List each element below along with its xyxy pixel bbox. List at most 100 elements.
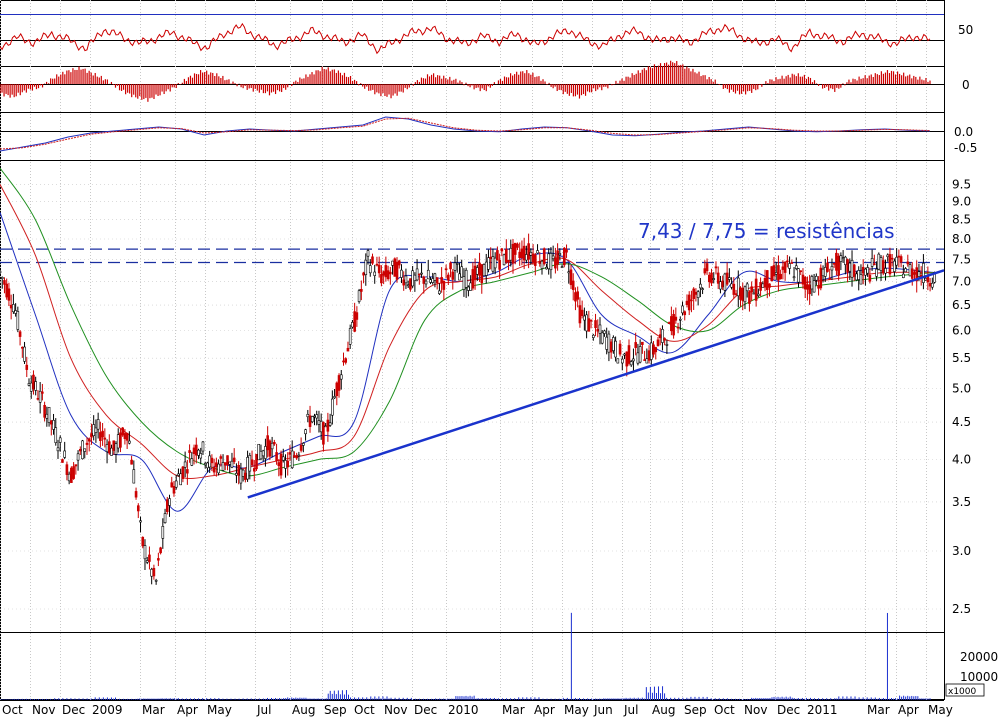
candle-body	[16, 311, 20, 330]
candle-body	[70, 467, 73, 483]
candle-body	[94, 427, 98, 433]
candle-body	[61, 459, 64, 463]
oscillator-panel	[0, 14, 944, 55]
candle-body	[821, 268, 825, 277]
candle-body	[212, 467, 216, 473]
candle-body	[34, 381, 37, 391]
candle-body	[482, 264, 486, 277]
candle-body	[540, 260, 544, 269]
candle-body	[270, 442, 274, 450]
candle-body	[484, 261, 488, 276]
candle-body	[888, 254, 892, 275]
candle-body	[348, 328, 352, 345]
y-tick-label: -0.5	[954, 141, 977, 155]
x-tick-label: Aug	[292, 703, 315, 717]
candle-body	[116, 434, 120, 449]
candle-body	[583, 315, 586, 321]
volume-unit-label: x1000	[948, 687, 977, 697]
x-tick-label: Nov	[744, 703, 767, 717]
candle-body	[235, 473, 238, 476]
candle-body	[705, 263, 709, 272]
y-tick-label: 9.5	[952, 177, 971, 191]
candle-body	[74, 464, 78, 467]
candle-body	[154, 579, 158, 582]
resistance-annotation: 7,43 / 7,75 = resistências	[638, 219, 895, 243]
candle-body	[18, 331, 22, 337]
candle-body	[360, 289, 363, 292]
candle-body	[498, 259, 501, 270]
candle-body	[458, 273, 461, 281]
candle-body	[228, 461, 232, 465]
candle-body	[355, 312, 359, 320]
candle-body	[683, 311, 687, 316]
candle-body	[663, 338, 666, 341]
candle-body	[879, 257, 883, 271]
candle-body	[462, 276, 466, 290]
candle-body	[50, 420, 53, 425]
x-tick-label: Apr	[534, 703, 555, 717]
candle-body	[230, 460, 234, 468]
candle-body	[297, 454, 301, 457]
ma-slow-line	[0, 167, 935, 477]
macd-signal-line	[0, 117, 931, 150]
candle-body	[627, 345, 631, 364]
candle-body	[607, 333, 611, 353]
y-tick-label: 10000	[960, 670, 998, 684]
candle-body	[699, 283, 702, 289]
candle-body	[469, 282, 472, 291]
x-tick-label: Dec	[62, 703, 85, 717]
y-tick-label: 0	[962, 78, 970, 92]
candle-body	[536, 250, 539, 254]
candle-body	[139, 520, 142, 523]
ma-fast-line	[0, 212, 935, 512]
candle-body	[342, 360, 345, 363]
candle-body	[413, 274, 417, 281]
candle-body	[170, 482, 174, 488]
candle-body	[357, 290, 361, 302]
candle-body	[36, 398, 40, 400]
candle-body	[324, 425, 327, 428]
candle-body	[598, 324, 602, 334]
candle-body	[304, 429, 307, 435]
candle-body	[319, 420, 323, 433]
candle-body	[141, 536, 145, 547]
candle-body	[841, 257, 845, 260]
candle-body	[422, 276, 426, 284]
candle-body	[67, 473, 71, 482]
candle-body	[107, 441, 111, 454]
candle-body	[931, 282, 934, 288]
candle-body	[397, 260, 401, 266]
candle-body	[710, 272, 713, 284]
candle-body	[424, 280, 428, 285]
candle-body	[600, 332, 604, 344]
candle-body	[302, 442, 305, 446]
candle-body	[712, 278, 716, 280]
candle-body	[293, 455, 296, 457]
candle-body	[172, 486, 176, 494]
candle-body	[661, 329, 664, 343]
candle-body	[877, 253, 881, 270]
x-tick-label: Apr	[898, 703, 919, 717]
candle-body	[328, 422, 332, 426]
candle-body	[850, 259, 854, 278]
candle-body	[362, 272, 365, 276]
candle-body	[197, 449, 200, 456]
candle-body	[32, 374, 35, 390]
candle-body	[45, 413, 49, 419]
candle-body	[549, 253, 553, 271]
candle-body	[870, 258, 874, 267]
candle-body	[63, 450, 66, 458]
x-tick-label: Dec	[414, 703, 437, 717]
candle-body	[331, 398, 334, 416]
x-tick-label: Aug	[652, 703, 675, 717]
x-tick-label: Oct	[2, 703, 23, 717]
candle-body	[429, 279, 432, 283]
candle-body	[346, 347, 350, 352]
candle-body	[703, 268, 707, 274]
y-tick-label: 6.5	[952, 298, 971, 312]
candle-body	[603, 330, 606, 334]
candle-body	[812, 280, 816, 293]
candle-body	[317, 420, 321, 425]
candle-body	[696, 291, 700, 298]
candle-body	[875, 268, 878, 277]
